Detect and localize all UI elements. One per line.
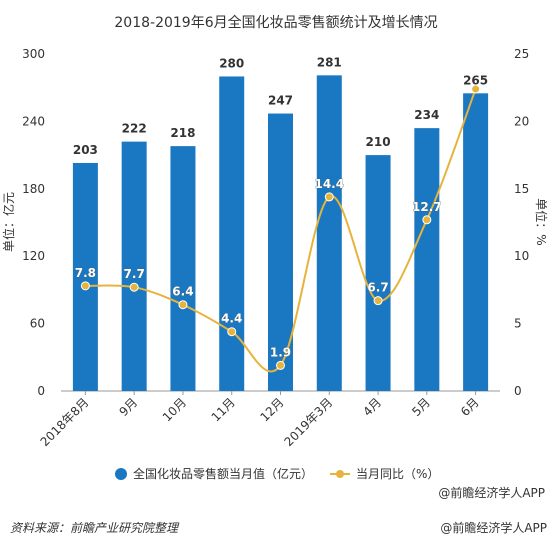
line-point: [129, 282, 139, 292]
line-point: [227, 327, 237, 337]
y-axis-left-label: 单位：亿元: [1, 192, 16, 252]
legend-bar-label: 全国化妆品零售额当月值（亿元）: [133, 466, 313, 481]
line-point: [276, 360, 285, 370]
legend-line-label: 当月同比（%）: [356, 467, 439, 481]
x-tick-label: 2019年3月: [282, 395, 336, 449]
bar-value-label: 281: [317, 55, 342, 69]
x-tick-label: 12月: [257, 395, 286, 424]
y-left-tick-label: 60: [30, 317, 45, 331]
bar-series: 203 222 218 280 247 281 210 234 265: [72, 55, 489, 392]
bar-value-label: 218: [170, 126, 195, 140]
line-value-label: 6.4: [172, 285, 193, 299]
line-value-label: 1.9: [270, 345, 291, 359]
bar-value-label: 280: [219, 56, 244, 70]
y-right-tick-label: 0: [514, 384, 522, 398]
bar-value-label: 247: [268, 94, 293, 108]
line-point: [471, 84, 481, 94]
x-tick-label: 5月: [409, 395, 433, 419]
bar: [121, 141, 147, 391]
brand-note: @前瞻经济学人APP: [440, 521, 547, 535]
bar-value-label: 203: [73, 143, 98, 157]
x-tick-label: 9月: [117, 395, 141, 419]
x-tick-label: 10月: [160, 395, 189, 424]
x-tick-label: 2018年8月: [38, 395, 92, 449]
bar-value-label: 222: [122, 122, 147, 136]
y-right-tick-label: 15: [514, 182, 529, 196]
y-axis-right-label: 单位：%: [534, 198, 549, 245]
y-left-tick-label: 120: [22, 249, 45, 263]
line-point: [422, 215, 432, 225]
bar-value-label: 210: [366, 135, 391, 149]
line-value-label: 7.8: [75, 266, 96, 280]
y-left-tick-label: 240: [22, 114, 45, 128]
bar: [72, 162, 98, 391]
y-left-tick-label: 300: [22, 47, 45, 61]
y-right-tick-label: 25: [514, 47, 529, 61]
y-right-tick-label: 20: [514, 114, 529, 128]
line-value-label: 4.4: [221, 312, 242, 326]
legend-line-marker: [336, 470, 344, 478]
line-series: 7.8 7.7 6.4 4.4 1.9 14.4 6.7 12.7: [74, 84, 481, 373]
legend-bar-swatch: [115, 468, 127, 480]
y-right-tick-label: 10: [514, 249, 529, 263]
y-right-tick-label: 5: [514, 317, 522, 331]
bar: [219, 76, 245, 391]
line-value-label: 14.4: [314, 177, 344, 191]
x-tick-label: 6月: [458, 395, 482, 419]
bar-value-label: 265: [463, 73, 488, 87]
line-point: [373, 296, 383, 306]
legend: 全国化妆品零售额当月值（亿元） 当月同比（%）: [115, 466, 439, 481]
y-left-tick-label: 180: [22, 182, 45, 196]
line-point: [178, 300, 188, 310]
bar: [170, 146, 196, 391]
bar-value-label: 234: [414, 108, 439, 122]
line-value-label: 12.7: [412, 200, 442, 214]
line-point: [324, 192, 334, 202]
line-value-label: 6.7: [367, 281, 388, 295]
bar: [365, 155, 391, 391]
chart-title: 2018-2019年6月全国化妆品零售额统计及增长情况: [114, 14, 437, 31]
y-left-tick-label: 0: [37, 384, 45, 398]
bar: [414, 128, 440, 391]
x-tick-label: 11月: [209, 395, 238, 424]
bar: [463, 93, 489, 392]
line-value-label: 7.7: [124, 267, 145, 281]
bar: [316, 75, 342, 392]
legend-source-note: @前瞻经济学人APP: [438, 485, 545, 500]
source-note: 资料来源：前瞻产业研究院整理: [10, 521, 179, 535]
line-point: [80, 281, 90, 291]
line-path: [85, 88, 477, 373]
x-tick-label: 4月: [360, 395, 384, 419]
